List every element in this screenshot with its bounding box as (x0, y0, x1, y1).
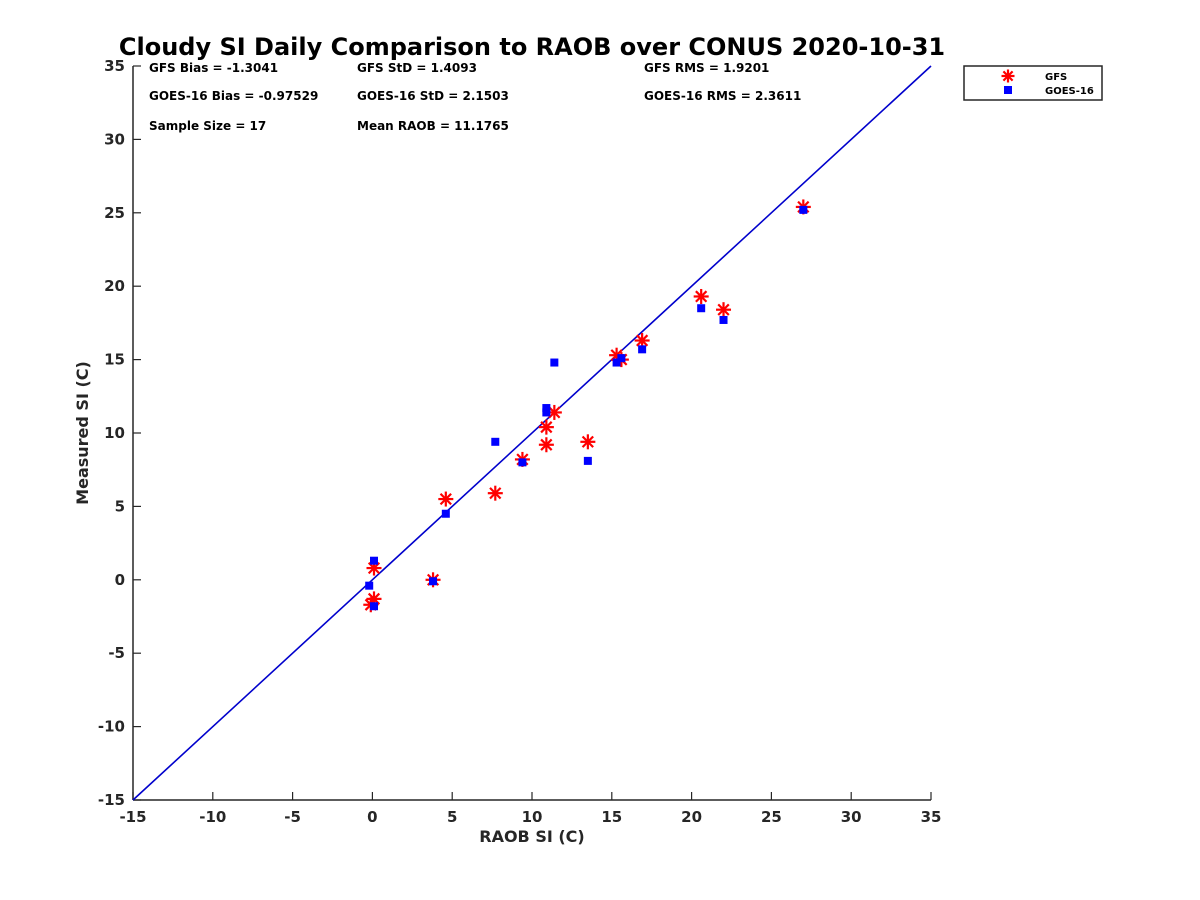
y-tick-label: 25 (104, 204, 125, 222)
goes16-point (697, 304, 706, 313)
goes-bias-text: GOES-16 Bias = -0.97529 (149, 89, 318, 103)
reference-line-group (132, 65, 932, 801)
gfs-point (538, 419, 554, 435)
goes16-point (542, 404, 551, 413)
x-tick-label: 5 (447, 808, 457, 826)
gfs-bias-text: GFS Bias = -1.3041 (149, 61, 278, 75)
x-tick-label: 20 (681, 808, 702, 826)
goes16-point (583, 456, 592, 465)
x-tick-label: 10 (522, 808, 543, 826)
y-tick-label: 5 (115, 497, 125, 515)
x-tick-label: 15 (601, 808, 622, 826)
chart-title: Cloudy SI Daily Comparison to RAOB over … (119, 33, 945, 61)
x-tick-label: -15 (119, 808, 146, 826)
y-tick-label: 35 (104, 57, 125, 75)
gfs-point (580, 434, 596, 450)
goes16-point (441, 509, 450, 518)
x-tick-label: 0 (367, 808, 377, 826)
x-tick-label: -10 (199, 808, 226, 826)
gfs-point (538, 437, 554, 453)
legend: GFS GOES-16 (963, 65, 1103, 101)
goes16-point (542, 408, 551, 417)
mean-raob-text: Mean RAOB = 11.1765 (357, 119, 509, 133)
y-tick-label: 10 (104, 424, 125, 442)
goes16-point (799, 205, 808, 214)
goes16-point (369, 556, 378, 565)
legend-goes16-marker (1004, 86, 1012, 94)
y-tick-label: -5 (108, 644, 125, 662)
y-tick-label: 30 (104, 130, 125, 148)
goes16-point (612, 358, 621, 367)
gfs-point (487, 485, 503, 501)
goes16-point (550, 358, 559, 367)
y-tick-label: 15 (104, 351, 125, 369)
goes16-point (491, 437, 500, 446)
gfs-point (716, 302, 732, 318)
x-tick-label: 25 (761, 808, 782, 826)
legend-label: GFS (1045, 72, 1067, 83)
gfs-point (438, 491, 454, 507)
legend-gfs-marker (1001, 69, 1015, 83)
gfs-std-text: GFS StD = 1.4093 (357, 61, 477, 75)
goes16-point (369, 602, 378, 611)
x-tick-label: -5 (284, 808, 301, 826)
goes16-point (429, 577, 438, 586)
data-points (363, 199, 811, 613)
goes16-point (719, 315, 728, 324)
x-tick-label: 30 (841, 808, 862, 826)
goes-std-text: GOES-16 StD = 2.1503 (357, 89, 509, 103)
legend-box (963, 65, 1103, 101)
axes: -15 -10 -5 0 5 10 15 20 25 30 35 -15 -10 -5 0 5 10 15 20 25… (98, 57, 942, 826)
goes16-point (617, 354, 626, 363)
sample-size-text: Sample Size = 17 (149, 119, 266, 133)
reference-line (132, 65, 932, 801)
series-goes-16 (365, 205, 808, 611)
y-axis-label: Measured SI (C) (73, 361, 92, 505)
y-tick-label: 20 (104, 277, 125, 295)
y-tick-label: 0 (115, 571, 125, 589)
goes-rms-text: GOES-16 RMS = 2.3611 (644, 89, 801, 103)
legend-label: GOES-16 (1045, 86, 1094, 97)
series-gfs (363, 199, 811, 613)
stats-annotations: GFS Bias = -1.3041 GFS StD = 1.4093 GFS RM… (149, 61, 801, 133)
y-tick-label: -15 (98, 791, 125, 809)
y-tick-label: -10 (98, 718, 125, 736)
gfs-rms-text: GFS RMS = 1.9201 (644, 61, 769, 75)
x-axis-label: RAOB SI (C) (479, 827, 584, 846)
goes16-point (638, 345, 647, 354)
goes16-point (365, 581, 374, 590)
x-tick-label: 35 (921, 808, 942, 826)
goes16-point (518, 458, 527, 467)
gfs-point (693, 288, 709, 304)
